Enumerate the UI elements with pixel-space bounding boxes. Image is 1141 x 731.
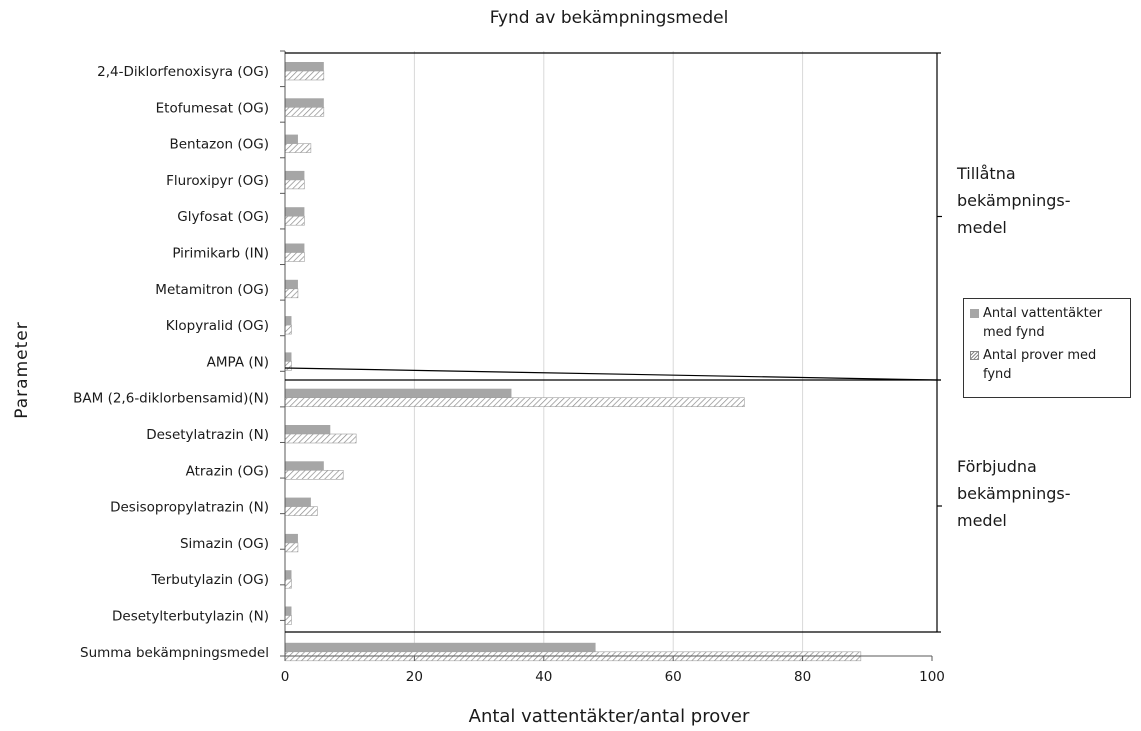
bar-solid-7: [285, 316, 292, 326]
bar-solid-14: [285, 570, 292, 580]
bar-solid-11: [285, 461, 324, 471]
bar-hatched-10: [284, 433, 357, 444]
group-top-line-1: [284, 367, 938, 381]
category-label-0: 2,4-Diklorfenoxisyra (OG): [97, 64, 269, 80]
group-label-allowed-line-2: bekämpnings-: [957, 191, 1071, 210]
legend: Antal vattentäkter med fynd Antal prover…: [963, 298, 1131, 398]
bar-hatched-5: [284, 252, 305, 262]
category-label-4: Glyfosat (OG): [177, 209, 269, 225]
category-label-9: BAM (2,6-diklorbensamid)(N): [73, 391, 269, 407]
category-label-11: Atrazin (OG): [186, 463, 269, 479]
bar-solid-5: [285, 243, 305, 253]
bar-solid-12: [285, 497, 311, 507]
bar-solid-4: [285, 207, 305, 217]
x-tick-label-5: 100: [919, 669, 945, 685]
category-label-13: Simazin (OG): [180, 536, 269, 552]
bar-hatched-7: [284, 324, 292, 335]
bar-solid-16: [285, 642, 596, 652]
category-label-10: Desetylatrazin (N): [146, 427, 269, 443]
x-axis-title: Antal vattentäkter/antal prover: [468, 706, 750, 727]
category-label-2: Bentazon (OG): [169, 137, 269, 153]
bar-solid-3: [285, 170, 305, 180]
category-label-6: Metamitron (OG): [155, 282, 269, 298]
group-label-banned: Förbjudna bekämpnings- medel: [957, 453, 1071, 534]
legend-label-hatched: Antal prover med fynd: [983, 348, 1097, 382]
bar-hatched-4: [284, 215, 305, 226]
bar-solid-8: [285, 352, 292, 362]
bar-solid-6: [285, 279, 298, 289]
bar-hatched-1: [284, 107, 325, 117]
x-tick-label-2: 40: [535, 669, 552, 685]
group-label-allowed-line-1: Tillåtna: [957, 164, 1016, 183]
category-label-14: Terbutylazin (OG): [150, 572, 269, 588]
bar-hatched-6: [284, 288, 299, 299]
bar-solid-9: [285, 388, 512, 398]
bar-hatched-13: [284, 542, 299, 553]
category-label-5: Pirimikarb (IN): [172, 246, 269, 262]
bar-solid-2: [285, 134, 298, 144]
group-label-banned-line-2: bekämpnings-: [957, 484, 1071, 503]
bar-solid-13: [285, 533, 298, 543]
bar-solid-15: [285, 606, 292, 616]
group-label-allowed-line-3: medel: [957, 218, 1007, 237]
bar-solid-1: [285, 98, 324, 108]
bar-hatched-14: [284, 578, 292, 589]
category-label-12: Desisopropylatrazin (N): [110, 500, 269, 516]
bar-hatched-11: [284, 469, 344, 480]
category-label-7: Klopyralid (OG): [166, 318, 269, 334]
bar-hatched-9: [284, 397, 745, 408]
bar-hatched-15: [284, 615, 292, 625]
group-label-banned-line-1: Förbjudna: [957, 457, 1037, 476]
bar-hatched-12: [284, 506, 318, 516]
bar-solid-10: [285, 425, 331, 434]
x-tick-label-1: 20: [406, 669, 423, 685]
legend-item-hatched: Antal prover med fynd: [970, 346, 1124, 384]
bar-hatched-8: [284, 361, 292, 371]
legend-swatch-hatched: [970, 351, 979, 360]
category-label-15: Desetylterbutylazin (N): [112, 609, 269, 625]
group-label-banned-line-3: medel: [957, 511, 1007, 530]
category-label-8: AMPA (N): [207, 354, 269, 370]
bar-hatched-3: [284, 179, 305, 190]
legend-item-solid: Antal vattentäkter med fynd: [970, 304, 1124, 342]
category-label-3: Fluroxipyr (OG): [166, 173, 269, 189]
chart-title: Fynd av bekämpningsmedel: [489, 8, 729, 28]
bar-solid-0: [285, 62, 324, 71]
category-label-16: Summa bekämpningsmedel: [80, 645, 269, 661]
x-tick-label-0: 0: [281, 669, 290, 685]
legend-label-solid: Antal vattentäkter med fynd: [983, 306, 1103, 340]
bar-hatched-2: [284, 143, 312, 153]
group-label-allowed: Tillåtna bekämpnings- medel: [957, 160, 1071, 241]
x-tick-label-4: 80: [794, 669, 811, 685]
category-label-1: Etofumesat (OG): [156, 100, 269, 116]
bar-hatched-0: [284, 70, 325, 81]
legend-swatch-solid: [970, 309, 979, 318]
x-tick-label-3: 60: [665, 669, 682, 685]
